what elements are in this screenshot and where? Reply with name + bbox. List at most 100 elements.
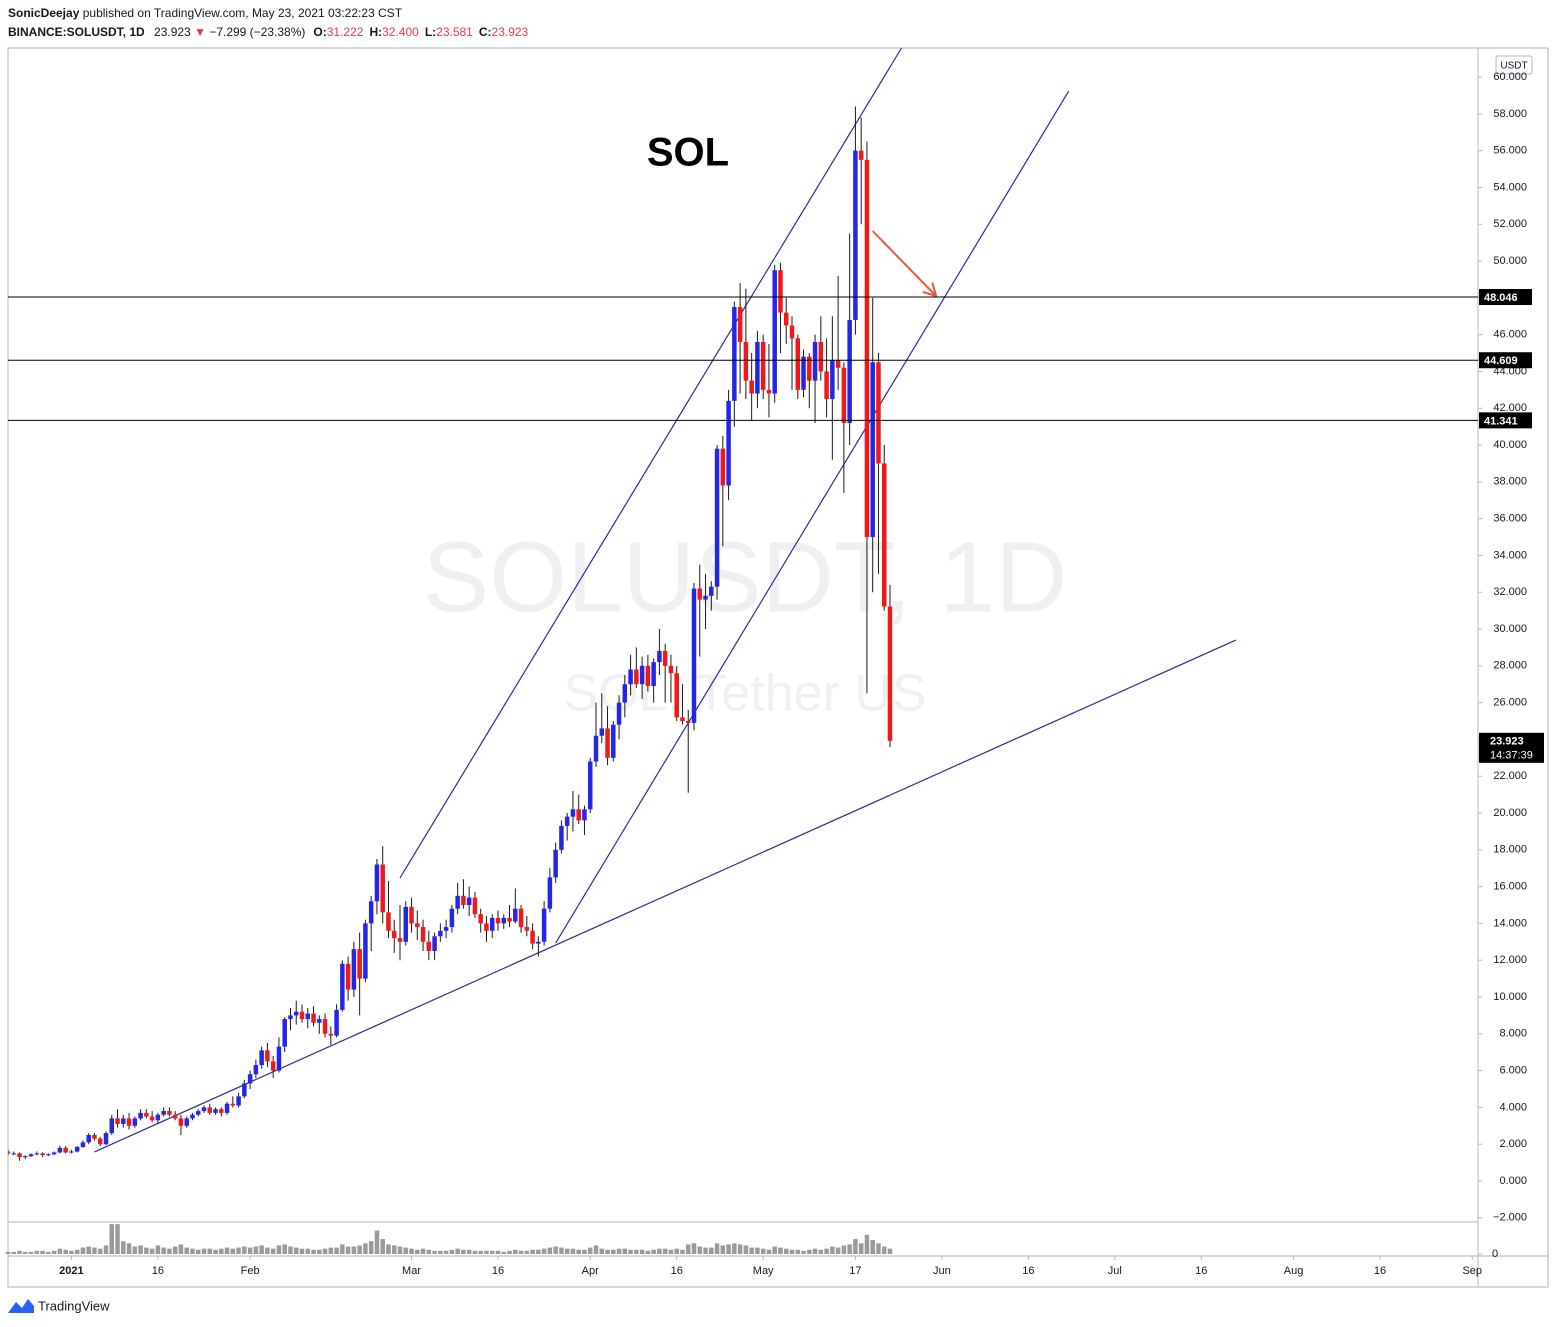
- candle-body: [847, 319, 852, 423]
- ohlc-value: 23.581: [436, 25, 473, 39]
- volume-bar: [853, 1239, 858, 1254]
- volume-bar: [92, 1247, 97, 1254]
- volume-bar: [144, 1247, 149, 1254]
- ohlc-label: C:: [479, 25, 492, 39]
- candle-body: [674, 673, 679, 718]
- volume-bar: [207, 1248, 213, 1254]
- volume-bar: [115, 1224, 120, 1254]
- candle-body: [530, 930, 535, 944]
- x-tick-label: Apr: [582, 1265, 599, 1277]
- watermark: SOLUSDT, 1D: [423, 521, 1068, 633]
- candle-body: [599, 728, 605, 736]
- volume-bar: [167, 1248, 172, 1254]
- volume-bar: [426, 1249, 432, 1254]
- candle-body: [109, 1118, 115, 1134]
- ohlc-label: L:: [425, 25, 436, 39]
- volume-bar: [812, 1248, 818, 1254]
- volume-bar: [121, 1241, 126, 1254]
- candle-body: [97, 1138, 103, 1145]
- volume-bar: [34, 1250, 40, 1254]
- volume-bar: [559, 1247, 564, 1254]
- candle-body: [374, 864, 380, 902]
- candle-body: [830, 360, 835, 400]
- volume-bar: [864, 1234, 870, 1254]
- candle-body: [680, 717, 685, 722]
- volume-bar: [282, 1244, 287, 1254]
- x-tick-label: 16: [492, 1265, 504, 1277]
- candle-body: [605, 728, 610, 758]
- volume-bar: [766, 1249, 772, 1254]
- volume-bar: [841, 1245, 847, 1254]
- last-price: 23.923: [1490, 736, 1524, 748]
- volume-bar: [334, 1247, 339, 1254]
- volume-bar: [23, 1251, 28, 1254]
- x-tick-label: 16: [152, 1265, 164, 1277]
- published: published on TradingView.com, May 23, 20…: [83, 6, 403, 20]
- candle-body: [616, 702, 622, 725]
- arrow-line: [871, 230, 937, 297]
- candle-body: [397, 938, 403, 942]
- volume-bar: [178, 1244, 184, 1254]
- volume-bar: [599, 1248, 605, 1254]
- candle-body: [69, 1151, 74, 1153]
- candle-body: [363, 923, 368, 979]
- change: −7.299 (−23.38%): [209, 25, 305, 39]
- y-tick-label: 44.000: [1493, 365, 1527, 377]
- candle-body: [334, 1009, 339, 1036]
- candle-body: [536, 941, 541, 944]
- candle-body: [121, 1118, 126, 1124]
- volume-bar: [484, 1250, 489, 1254]
- volume-bar: [674, 1248, 679, 1254]
- volume-bar: [495, 1250, 501, 1254]
- y-tick-label: 60.000: [1493, 71, 1527, 83]
- volume-bar: [311, 1249, 316, 1254]
- volume-bar: [322, 1248, 328, 1254]
- y-tick-label: 40.000: [1493, 439, 1527, 451]
- volume-bar: [749, 1247, 754, 1254]
- candle-body: [161, 1111, 166, 1115]
- candle-body: [783, 312, 789, 326]
- volume-bar: [622, 1248, 628, 1254]
- volume-bar: [132, 1246, 138, 1254]
- candle-body: [126, 1118, 132, 1126]
- candle-body: [86, 1134, 91, 1143]
- ohlc-label: H:: [369, 25, 382, 39]
- candle-body: [305, 1013, 311, 1020]
- y-tick-label: 46.000: [1493, 329, 1527, 341]
- candle-body: [265, 1050, 270, 1062]
- down-arrow: ▼: [194, 25, 206, 39]
- candle-body: [628, 669, 633, 685]
- volume-bar: [461, 1249, 466, 1254]
- countdown: 14:37:39: [1490, 750, 1533, 762]
- y-tick-label: 30.000: [1493, 623, 1527, 635]
- volume-bar: [755, 1247, 760, 1254]
- candle-body: [651, 662, 656, 687]
- volume-bar: [242, 1246, 247, 1254]
- volume-bar: [835, 1247, 841, 1254]
- volume-bar: [438, 1250, 443, 1254]
- volume-bar: [743, 1245, 749, 1254]
- candle-body: [276, 1046, 282, 1071]
- volume-bar: [628, 1249, 633, 1254]
- candle-body: [386, 912, 391, 931]
- ohlc-value: 23.923: [492, 25, 529, 39]
- volume-bar: [611, 1249, 616, 1254]
- candle-body: [149, 1116, 155, 1121]
- y-tick-label: 38.000: [1493, 476, 1527, 488]
- volume-bar: [397, 1246, 403, 1254]
- volume-bar: [149, 1248, 155, 1254]
- candle-body: [778, 270, 783, 313]
- candle-body: [634, 669, 639, 685]
- volume-bar: [870, 1240, 875, 1254]
- candle-body: [478, 914, 483, 924]
- volume-bar: [518, 1250, 524, 1254]
- candle-body: [726, 400, 731, 486]
- candle-body: [207, 1107, 213, 1113]
- volume-bar: [703, 1247, 708, 1254]
- candle-body: [11, 1153, 17, 1155]
- x-tick-label: 16: [671, 1265, 683, 1277]
- volume-bar: [680, 1249, 685, 1254]
- volume-bar: [432, 1250, 437, 1254]
